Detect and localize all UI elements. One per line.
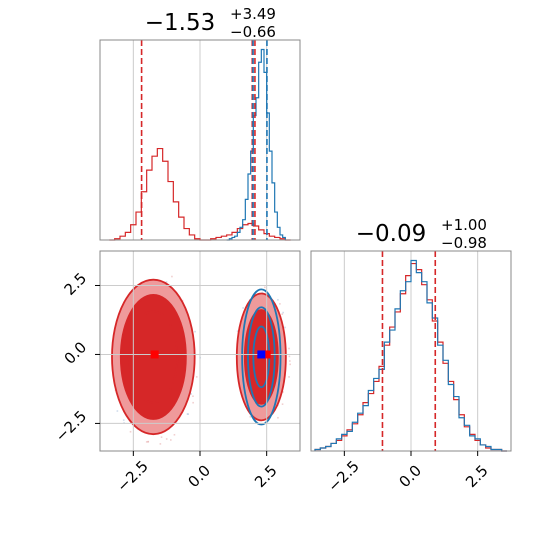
scatter-point [192,401,194,404]
point-estimate-marker [262,350,271,359]
scatter-point [282,311,284,314]
scatter-point [236,330,239,332]
scatter-point [147,441,149,443]
marginal-y-x-ticks: −2.5 0.0 2.5 [324,451,492,496]
scatter-point [261,291,264,294]
contour-level [241,288,282,426]
point-estimate-marker [150,350,159,359]
scatter-point [288,347,290,350]
histogram-step-line [314,259,507,452]
title-minus-error: −0.98 [441,234,487,252]
marginal-y-grid [343,251,479,451]
scatter-point [194,330,196,333]
title-minus-error: −0.66 [230,23,276,41]
histogram-step-line [226,48,286,241]
marginal-x-title: −1.53 [145,10,215,36]
scatter-point [279,303,281,305]
x-tick-label: 0.0 [395,461,425,491]
title-plus-error: +1.00 [441,216,487,234]
scatter-point [264,286,266,289]
scatter-point [281,313,284,315]
panel-marginal-y: −0.09 +1.00 −0.98 −2.5 0.0 2.5 [310,216,512,496]
scatter-point [190,393,192,395]
title-value: −1.53 [145,10,215,36]
x-tick-label: 2.5 [462,461,492,491]
scatter-point [277,298,279,301]
scatter-point [159,443,162,445]
scatter-point [173,433,176,436]
joint-x-ticks: −2.5 0.0 2.5 [113,451,281,496]
scatter-point [122,419,125,421]
joint-y-ticks: 2.5 0.0 −2.5 [52,269,100,446]
scatter-point [242,307,244,309]
scatter-point [249,415,252,418]
scatter-point [195,376,198,378]
marginal-x-frame [99,39,301,241]
scatter-point [186,413,189,415]
marginal-y-title: −0.09 [356,221,426,247]
scatter-point [116,410,119,412]
scatter-point [192,395,194,398]
scatter-point [170,439,172,441]
x-tick-label: −2.5 [324,457,362,495]
marginal-x-grid [132,40,268,240]
title-value: −0.09 [356,221,426,247]
x-tick-label: −2.5 [113,457,151,495]
y-tick-label: 0.0 [61,338,91,368]
y-tick-label: 2.5 [61,269,91,299]
marginal-y-quantile-lines [381,251,437,451]
panel-joint: −2.5 0.0 2.5 2.5 0.0 −2.5 [52,250,301,496]
scatter-point [129,430,132,433]
contour-level [247,306,276,408]
x-tick-label: 0.0 [184,461,214,491]
scatter-point [282,391,284,393]
scatter-point [277,416,279,419]
scatter-point [289,363,291,366]
histogram-step-line [314,262,507,452]
title-plus-error: +3.49 [230,5,276,23]
y-tick-label: −2.5 [52,407,90,445]
scatter-point [165,438,168,440]
x-tick-label: 2.5 [251,461,281,491]
scatter-point [145,441,148,443]
joint-markers [150,350,271,359]
marginal-x-quantile-lines [140,40,268,240]
marginal-y-histograms [314,259,507,452]
scatter-point [165,281,168,283]
scatter-point [160,436,163,438]
scatter-point [288,355,291,358]
point-estimate-marker [257,350,266,359]
scatter-point [288,376,290,378]
scatter-point [289,360,291,362]
scatter-point [171,275,173,278]
panel-marginal-x: −1.53 +3.49 −0.66 [99,5,301,241]
scatter-point [284,326,286,329]
scatter-point [281,403,284,405]
